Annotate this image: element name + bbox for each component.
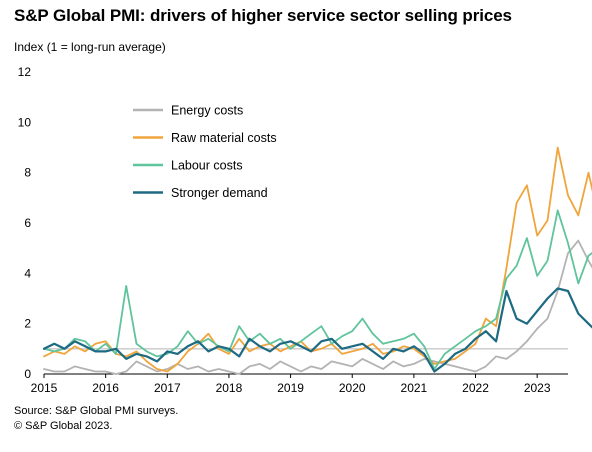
x-tick-label: 2019 — [277, 381, 304, 395]
y-tick-label: 10 — [18, 115, 32, 129]
copyright-note: © S&P Global 2023. — [14, 420, 113, 432]
y-tick-label: 6 — [24, 216, 31, 230]
y-tick-label: 8 — [24, 166, 31, 180]
x-axis: 2015 2016 2017 2018 2019 2020 2021 2022 2023 — [31, 373, 568, 395]
chart-title: S&P Global PMI: drivers of higher servic… — [14, 6, 512, 25]
x-tick-label: 2023 — [524, 381, 551, 395]
y-axis-ticks: 0 2 4 6 8 10 12 — [18, 65, 32, 381]
source-note: Source: S&P Global PMI surveys. — [14, 405, 179, 417]
y-tick-label: 4 — [24, 266, 31, 280]
y-tick-label: 12 — [18, 65, 32, 79]
series-line-raw-material-costs — [43, 146, 592, 373]
y-tick-label: 2 — [24, 317, 31, 331]
legend-label-stronger-demand: Stronger demand — [171, 186, 268, 200]
x-tick-label: 2022 — [462, 381, 489, 395]
series-group — [42, 146, 592, 375]
footer: Source: S&P Global PMI surveys. © S&P Gl… — [14, 404, 178, 434]
legend-label-energy-costs: Energy costs — [171, 104, 243, 118]
x-tick-label: 2018 — [216, 381, 243, 395]
series-line-energy-costs — [43, 239, 592, 375]
x-tick-label: 2015 — [31, 381, 58, 395]
y-tick-label: 0 — [24, 367, 31, 381]
x-tick-label: 2020 — [339, 381, 366, 395]
x-tick-label: 2016 — [92, 381, 119, 395]
legend-label-labour-costs: Labour costs — [171, 159, 243, 173]
x-tick-label: 2017 — [154, 381, 181, 395]
series-line-stronger-demand — [42, 287, 592, 373]
legend-label-raw-material-costs: Raw material costs — [171, 131, 277, 145]
y-axis-label: Index (1 = long-run average) — [14, 40, 166, 54]
legend: Energy costs Raw material costs Labour cos… — [133, 104, 277, 200]
x-tick-label: 2021 — [401, 381, 428, 395]
series-line-labour-costs — [43, 209, 592, 370]
